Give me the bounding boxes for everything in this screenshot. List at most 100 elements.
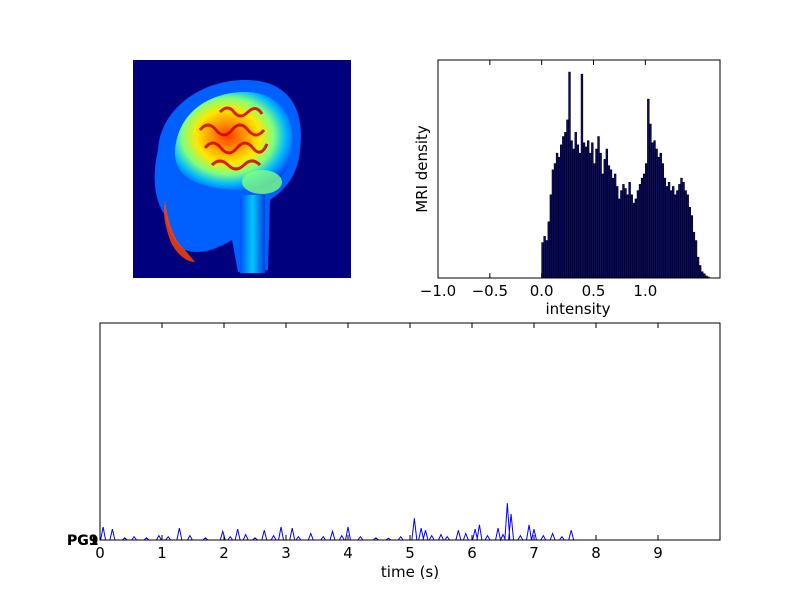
histogram-bar — [593, 163, 596, 279]
timeseries-axes-frame — [99, 322, 721, 541]
histogram-bar — [640, 177, 644, 279]
histogram-bar — [703, 273, 706, 279]
histogram-bar — [694, 240, 698, 279]
histogram-tick-label: −0.5 — [472, 282, 508, 300]
histogram-bar — [601, 173, 604, 279]
timeseries-tick-label: 9 — [653, 544, 663, 562]
histogram-bar — [547, 221, 550, 279]
histogram-bar — [638, 184, 642, 279]
timeseries-trace — [100, 503, 720, 542]
histogram-axes-frame — [437, 59, 721, 279]
timeseries-tick-label: 8 — [591, 544, 601, 562]
timeseries-tick-label: 5 — [405, 544, 415, 562]
mri-cerebellum — [242, 170, 282, 194]
histogram-bar — [636, 190, 640, 279]
histogram-bar — [586, 140, 590, 279]
histogram-tick-label: −1.0 — [420, 282, 456, 300]
histogram-bar — [626, 194, 629, 279]
histogram-bar — [690, 215, 694, 279]
timeseries-tick-label: 3 — [281, 544, 291, 562]
histogram-y-label: MRI density — [413, 125, 431, 213]
histogram-bar — [686, 194, 689, 279]
histogram-bar — [674, 194, 677, 279]
histogram-bar — [620, 190, 623, 279]
histogram-bar — [698, 265, 702, 279]
histogram-bar — [562, 136, 565, 279]
mri-image-panel — [133, 60, 351, 278]
histogram-bar — [682, 182, 685, 279]
histogram-bar — [661, 163, 665, 279]
timeseries-tick-label: 2 — [219, 544, 229, 562]
histogram-x-label: intensity — [545, 300, 610, 318]
histogram-bar — [591, 142, 594, 279]
histogram-bar — [684, 190, 687, 279]
histogram-bar — [651, 142, 654, 279]
histogram-bars — [541, 71, 710, 279]
histogram-bar — [649, 123, 652, 279]
histogram-bar — [574, 132, 577, 279]
histogram-bar — [543, 236, 546, 279]
histogram-bar — [603, 159, 606, 279]
histogram-bar — [653, 140, 656, 279]
timeseries-tick-label: 1 — [157, 544, 167, 562]
histogram-bar — [665, 186, 669, 279]
histogram-tick-label: 0.5 — [582, 282, 606, 300]
histogram-bar — [628, 182, 631, 279]
timeseries-panel: 0 1 2 3 4 5 6 7 8 9 time (s) PG9 PG1 — [67, 322, 721, 581]
histogram-bar — [657, 157, 660, 279]
histogram-bar — [611, 177, 615, 279]
histogram-bar — [566, 119, 569, 279]
histogram-bar — [580, 73, 584, 279]
histogram-x-ticks: −1.0 −0.5 0.0 0.5 1.0 — [420, 60, 657, 300]
histogram-tick-label: 0.0 — [530, 282, 554, 300]
histogram-bar — [622, 184, 625, 279]
histogram-bar — [555, 152, 559, 279]
histogram-bar — [551, 169, 555, 279]
histogram-bar — [589, 152, 592, 279]
mri-face-region — [163, 200, 195, 262]
histogram-bar — [549, 194, 553, 279]
histogram-bar — [595, 148, 598, 279]
histogram-bar — [599, 152, 602, 279]
timeseries-tick-label: 0 — [95, 544, 105, 562]
histogram-bar — [634, 198, 638, 279]
channel-label-pg1: PG1 — [67, 533, 99, 549]
histogram-bar — [553, 163, 557, 279]
histogram-bar — [701, 271, 704, 279]
histogram-bar — [632, 202, 635, 279]
histogram-bar — [696, 256, 700, 279]
histogram-bar — [692, 231, 696, 279]
timeseries-x-ticks: 0 1 2 3 4 5 6 7 8 9 — [95, 323, 663, 562]
mri-gyri — [198, 106, 269, 171]
histogram-bar — [642, 173, 646, 279]
histogram-bar — [576, 144, 579, 279]
histogram-bar — [678, 184, 681, 279]
histogram-bar — [624, 188, 627, 279]
histogram-bar — [564, 132, 567, 279]
histogram-tick-label: 1.0 — [633, 282, 657, 300]
histogram-bar — [659, 152, 662, 279]
histogram-bar — [607, 165, 611, 279]
timeseries-tick-label: 7 — [529, 544, 539, 562]
histogram-bar — [647, 98, 650, 279]
channel-label-pg9: PG9 — [67, 533, 99, 549]
histogram-bar — [568, 71, 571, 279]
histogram-bar — [613, 173, 617, 279]
mri-brain-region — [174, 92, 293, 190]
histogram-panel: −1.0 −0.5 0.0 0.5 1.0 intensity MRI density — [413, 59, 721, 318]
histogram-bar — [572, 148, 575, 279]
histogram-bar — [616, 186, 619, 279]
histogram-bar — [672, 186, 675, 279]
histogram-bar — [645, 163, 648, 279]
histogram-bar — [663, 177, 667, 279]
histogram-bar — [680, 177, 683, 279]
histogram-bar — [545, 240, 548, 279]
histogram-bar — [655, 148, 658, 279]
histogram-bar — [688, 206, 691, 279]
histogram-bar — [557, 157, 561, 279]
histogram-bar — [584, 146, 588, 279]
histogram-bar — [676, 190, 679, 279]
histogram-bar — [667, 182, 671, 279]
histogram-bar — [597, 136, 600, 279]
